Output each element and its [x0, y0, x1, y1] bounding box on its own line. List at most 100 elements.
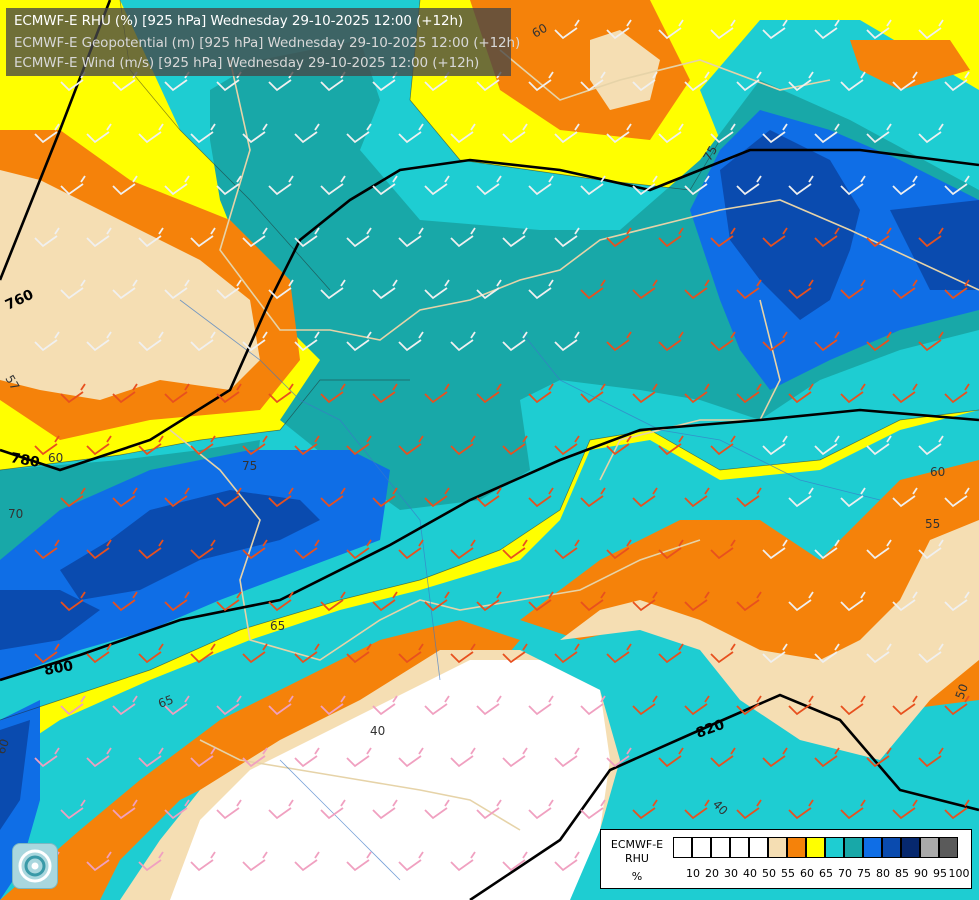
wind-barb-icon [632, 175, 658, 196]
wind-barb-icon [320, 591, 346, 612]
wind-barb-icon [814, 227, 840, 248]
wind-barb-icon [684, 799, 710, 820]
wind-barb-icon [918, 747, 944, 768]
rivers [179, 299, 881, 881]
wind-barb-icon [788, 279, 814, 300]
wind-barb-icon [814, 19, 840, 40]
wind-barb-icon [710, 123, 736, 144]
wind-barb-icon [398, 747, 424, 768]
wind-barb-icon [658, 643, 684, 664]
wind-barb-icon [86, 539, 112, 560]
wind-barb-layer [34, 19, 970, 872]
wind-barb-icon [892, 799, 918, 820]
wind-barb-icon [112, 487, 138, 508]
wind-barb-icon [164, 591, 190, 612]
wind-barb-icon [580, 279, 606, 300]
wind-barb-icon [710, 227, 736, 248]
wind-barb-icon [554, 19, 580, 40]
wind-barb-icon [736, 383, 762, 404]
wind-barb-icon [788, 383, 814, 404]
wind-barb-icon [164, 695, 190, 716]
wind-barb-icon [450, 851, 476, 872]
wind-barb-icon [762, 331, 788, 352]
wind-barb-icon [60, 695, 86, 716]
wind-barb-icon [762, 435, 788, 456]
wind-barb-icon [320, 487, 346, 508]
wind-barb-icon [632, 799, 658, 820]
geopotential-820 [469, 693, 979, 900]
wind-barb-icon [866, 539, 892, 560]
legend-tick-label: 100 [948, 867, 970, 880]
wind-barb-icon [450, 227, 476, 248]
wind-barb-icon [762, 643, 788, 664]
wind-barb-icon [788, 591, 814, 612]
wind-barb-icon [736, 175, 762, 196]
wind-barb-icon [918, 643, 944, 664]
wind-barb-icon [372, 487, 398, 508]
wind-barb-icon [892, 71, 918, 92]
wind-barb-icon [736, 71, 762, 92]
wind-barb-icon [190, 123, 216, 144]
wind-barb-icon [86, 227, 112, 248]
wind-barb-icon [866, 435, 892, 456]
wind-barb-icon [424, 799, 450, 820]
wind-barb-icon [606, 643, 632, 664]
wind-barb-icon [216, 487, 242, 508]
geopotential-800 [0, 408, 979, 682]
wind-barb-icon [788, 487, 814, 508]
wind-barb-icon [398, 643, 424, 664]
wind-barb-icon [372, 383, 398, 404]
wind-barb-icon [762, 19, 788, 40]
wind-barb-icon [840, 71, 866, 92]
rhu-band-50-55 [0, 30, 979, 900]
wind-barb-icon [632, 71, 658, 92]
wind-barb-icon [346, 227, 372, 248]
legend-tick-label: 20 [705, 867, 719, 880]
wind-barb-icon [684, 591, 710, 612]
wind-barb-icon [944, 383, 970, 404]
wind-barb-icon [684, 383, 710, 404]
wind-barb-icon [710, 19, 736, 40]
wind-barb-icon [476, 279, 502, 300]
wind-barb-icon [34, 539, 60, 560]
wind-barb-icon [216, 799, 242, 820]
wind-barb-icon [814, 643, 840, 664]
legend-tick-label: 10 [686, 867, 700, 880]
wind-barb-icon [190, 331, 216, 352]
legend-swatch [920, 837, 939, 858]
legend-tick-label: 70 [838, 867, 852, 880]
wind-barb-icon [450, 539, 476, 560]
wind-barb-icon [242, 331, 268, 352]
wind-barb-icon [502, 539, 528, 560]
wind-barb-icon [944, 175, 970, 196]
wind-barb-icon [86, 643, 112, 664]
rhu-contour-label: 75 [700, 143, 720, 163]
wind-barb-icon [320, 695, 346, 716]
wind-barb-icon [60, 279, 86, 300]
wind-barb-icon [294, 539, 320, 560]
wind-barb-icon [424, 695, 450, 716]
wind-barb-icon [736, 487, 762, 508]
wind-barb-icon [632, 383, 658, 404]
legend-swatch [730, 837, 749, 858]
wind-barb-icon [398, 539, 424, 560]
legend-unit-label: % [631, 870, 643, 883]
wind-barb-icon [918, 123, 944, 144]
wind-barb-icon [554, 435, 580, 456]
rhu-contour-label-group: 60 60 75 75 70 65 40 40 55 60 65 50 60 5… [0, 21, 971, 818]
wind-barb-icon [346, 747, 372, 768]
wind-barb-icon [554, 539, 580, 560]
wind-barb-icon [60, 487, 86, 508]
wind-barb-icon [944, 71, 970, 92]
legend-swatch [863, 837, 882, 858]
wind-barb-icon [580, 175, 606, 196]
wind-barb-icon [554, 331, 580, 352]
wind-barb-icon [372, 591, 398, 612]
wind-barb-icon [736, 279, 762, 300]
wind-barb-icon [658, 435, 684, 456]
legend-tick-label: 50 [762, 867, 776, 880]
rhu-contour-label: 55 [925, 517, 940, 531]
wind-barb-icon [320, 175, 346, 196]
legend-tick-label: 40 [743, 867, 757, 880]
wind-barb-icon [502, 123, 528, 144]
